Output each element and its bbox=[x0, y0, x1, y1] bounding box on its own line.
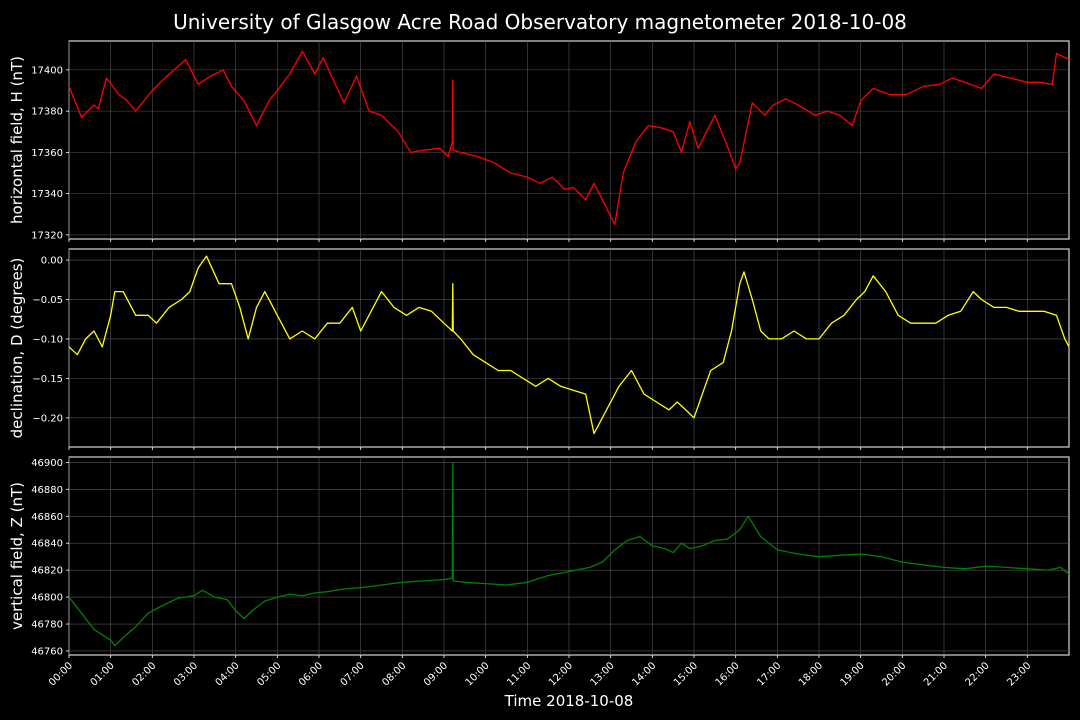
y-tick-label: 0.00 bbox=[41, 256, 63, 267]
y-tick-label: 17400 bbox=[31, 65, 63, 76]
y-tick-label: −0.20 bbox=[32, 413, 63, 424]
y-axis-label: horizontal field, H (nT) bbox=[8, 56, 26, 224]
series-line bbox=[68, 461, 1070, 647]
panel-vertical-field: 46760 46780 46800 46820 46840 46860 46880 46900… bbox=[8, 456, 1070, 658]
y-axis-label: vertical field, Z (nT) bbox=[8, 482, 26, 630]
y-tick-label: 46780 bbox=[31, 620, 63, 631]
y-tick-label: 17360 bbox=[31, 148, 63, 159]
y-tick-label: 17380 bbox=[31, 107, 63, 118]
y-tick-label: 46760 bbox=[31, 646, 63, 657]
series-line bbox=[68, 50, 1070, 226]
x-axis-label: Time 2018-10-08 bbox=[504, 692, 634, 710]
series-line bbox=[68, 255, 1070, 435]
y-tick-label: −0.05 bbox=[32, 295, 63, 306]
chart-title: University of Glasgow Acre Road Observat… bbox=[173, 10, 907, 34]
panel-declination: −0.20 −0.15 −0.10 −0.05 0.00 declination, D (… bbox=[8, 248, 1070, 450]
y-tick-label: 17320 bbox=[31, 230, 63, 241]
y-tick-label: 46800 bbox=[31, 593, 63, 604]
y-tick-label: 46900 bbox=[31, 458, 63, 469]
y-tick-label: −0.10 bbox=[32, 334, 63, 345]
y-axis-label: declination, D (degrees) bbox=[8, 258, 26, 439]
y-tick-label: 46860 bbox=[31, 512, 63, 523]
y-tick-label: 46880 bbox=[31, 485, 63, 496]
y-tick-label: 46840 bbox=[31, 539, 63, 550]
y-tick-label: 17340 bbox=[31, 189, 63, 200]
y-tick-label: −0.15 bbox=[32, 374, 63, 385]
panel-horizontal-field: 17320 17340 17360 17380 17400 horizontal fiel… bbox=[8, 40, 1070, 242]
y-tick-label: 46820 bbox=[31, 566, 63, 577]
